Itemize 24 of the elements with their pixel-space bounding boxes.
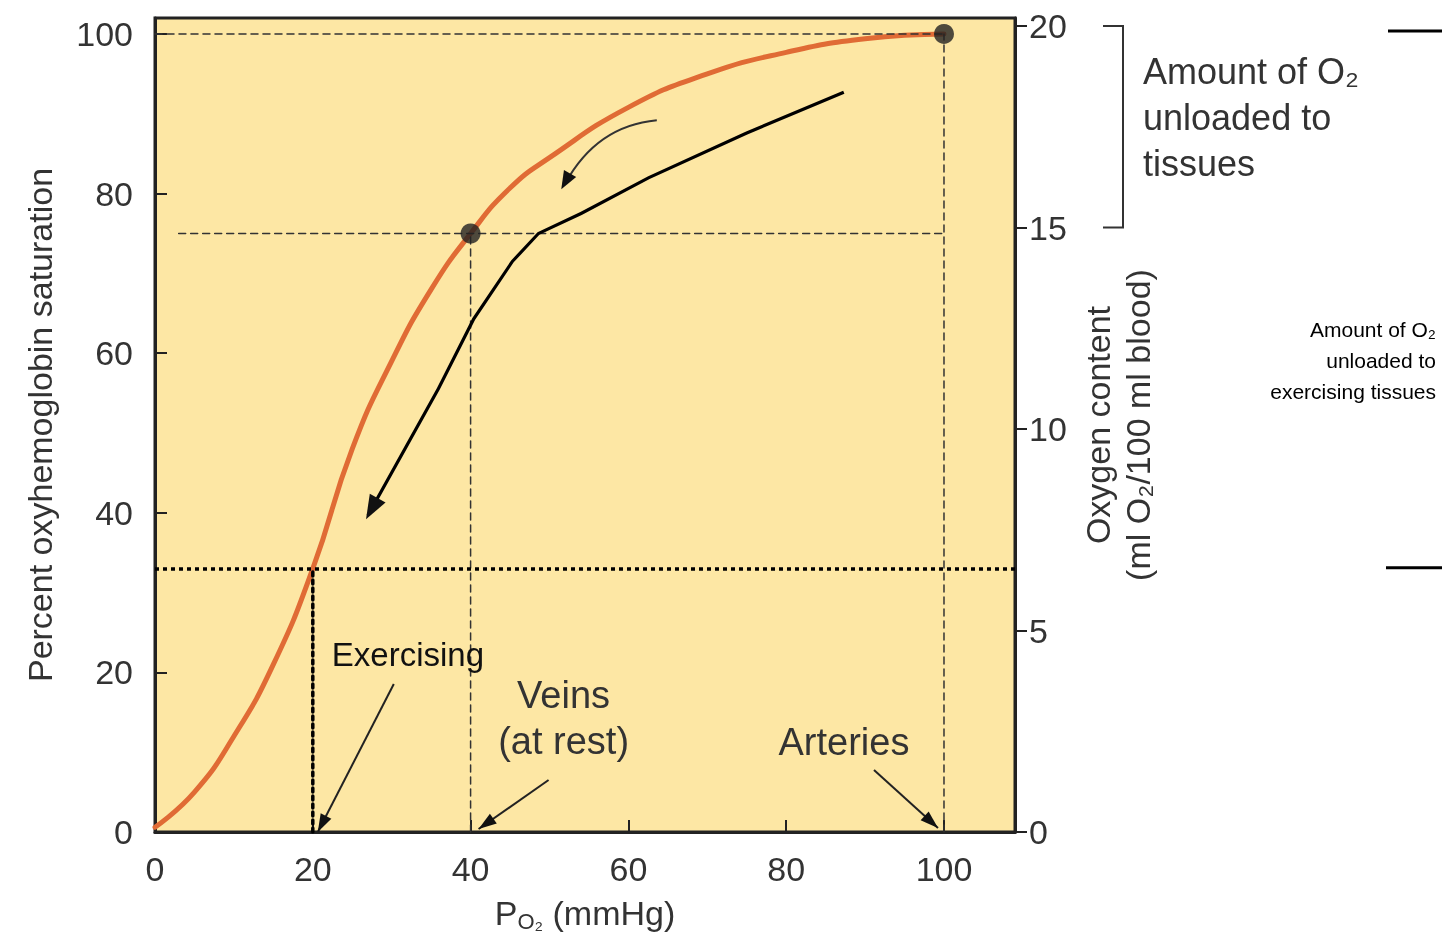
text: Amount of O₂ unloaded to tissues: [1143, 51, 1360, 185]
y2-tick-label: 15: [1029, 208, 1067, 247]
y-tick-label: 20: [95, 653, 133, 692]
y-tick-label: 60: [95, 334, 133, 373]
y2-tick-label: 20: [1029, 7, 1067, 46]
y-tick-label: 80: [95, 174, 133, 213]
y-tick-label: 40: [95, 493, 133, 532]
x-tick-label: 20: [293, 850, 332, 888]
y2-tick-label: 10: [1029, 410, 1067, 449]
annotation: Veins (at rest): [498, 674, 630, 763]
x-tick-label: 80: [767, 850, 806, 888]
annotation: Exercising: [331, 636, 485, 673]
y2-tick-label: 0: [1029, 813, 1048, 851]
y2-axis-title: Oxygen content (ml O₂/100 ml blood): [1078, 269, 1157, 581]
y-axis-title: Percent oxyhemoglobin saturation: [21, 167, 59, 683]
text: Amount of O₂ unloaded to exercising tissues: [1270, 318, 1436, 403]
annotation: Arteries: [778, 721, 910, 763]
x-tick-label: 40: [451, 850, 490, 888]
x-tick-label: 0: [145, 850, 165, 888]
y-tick-label: 100: [76, 14, 133, 53]
x-tick-label: 100: [915, 850, 973, 888]
y-tick-label: 0: [114, 813, 133, 851]
x-tick-label: 60: [609, 850, 648, 888]
y2-tick-label: 5: [1029, 611, 1048, 650]
